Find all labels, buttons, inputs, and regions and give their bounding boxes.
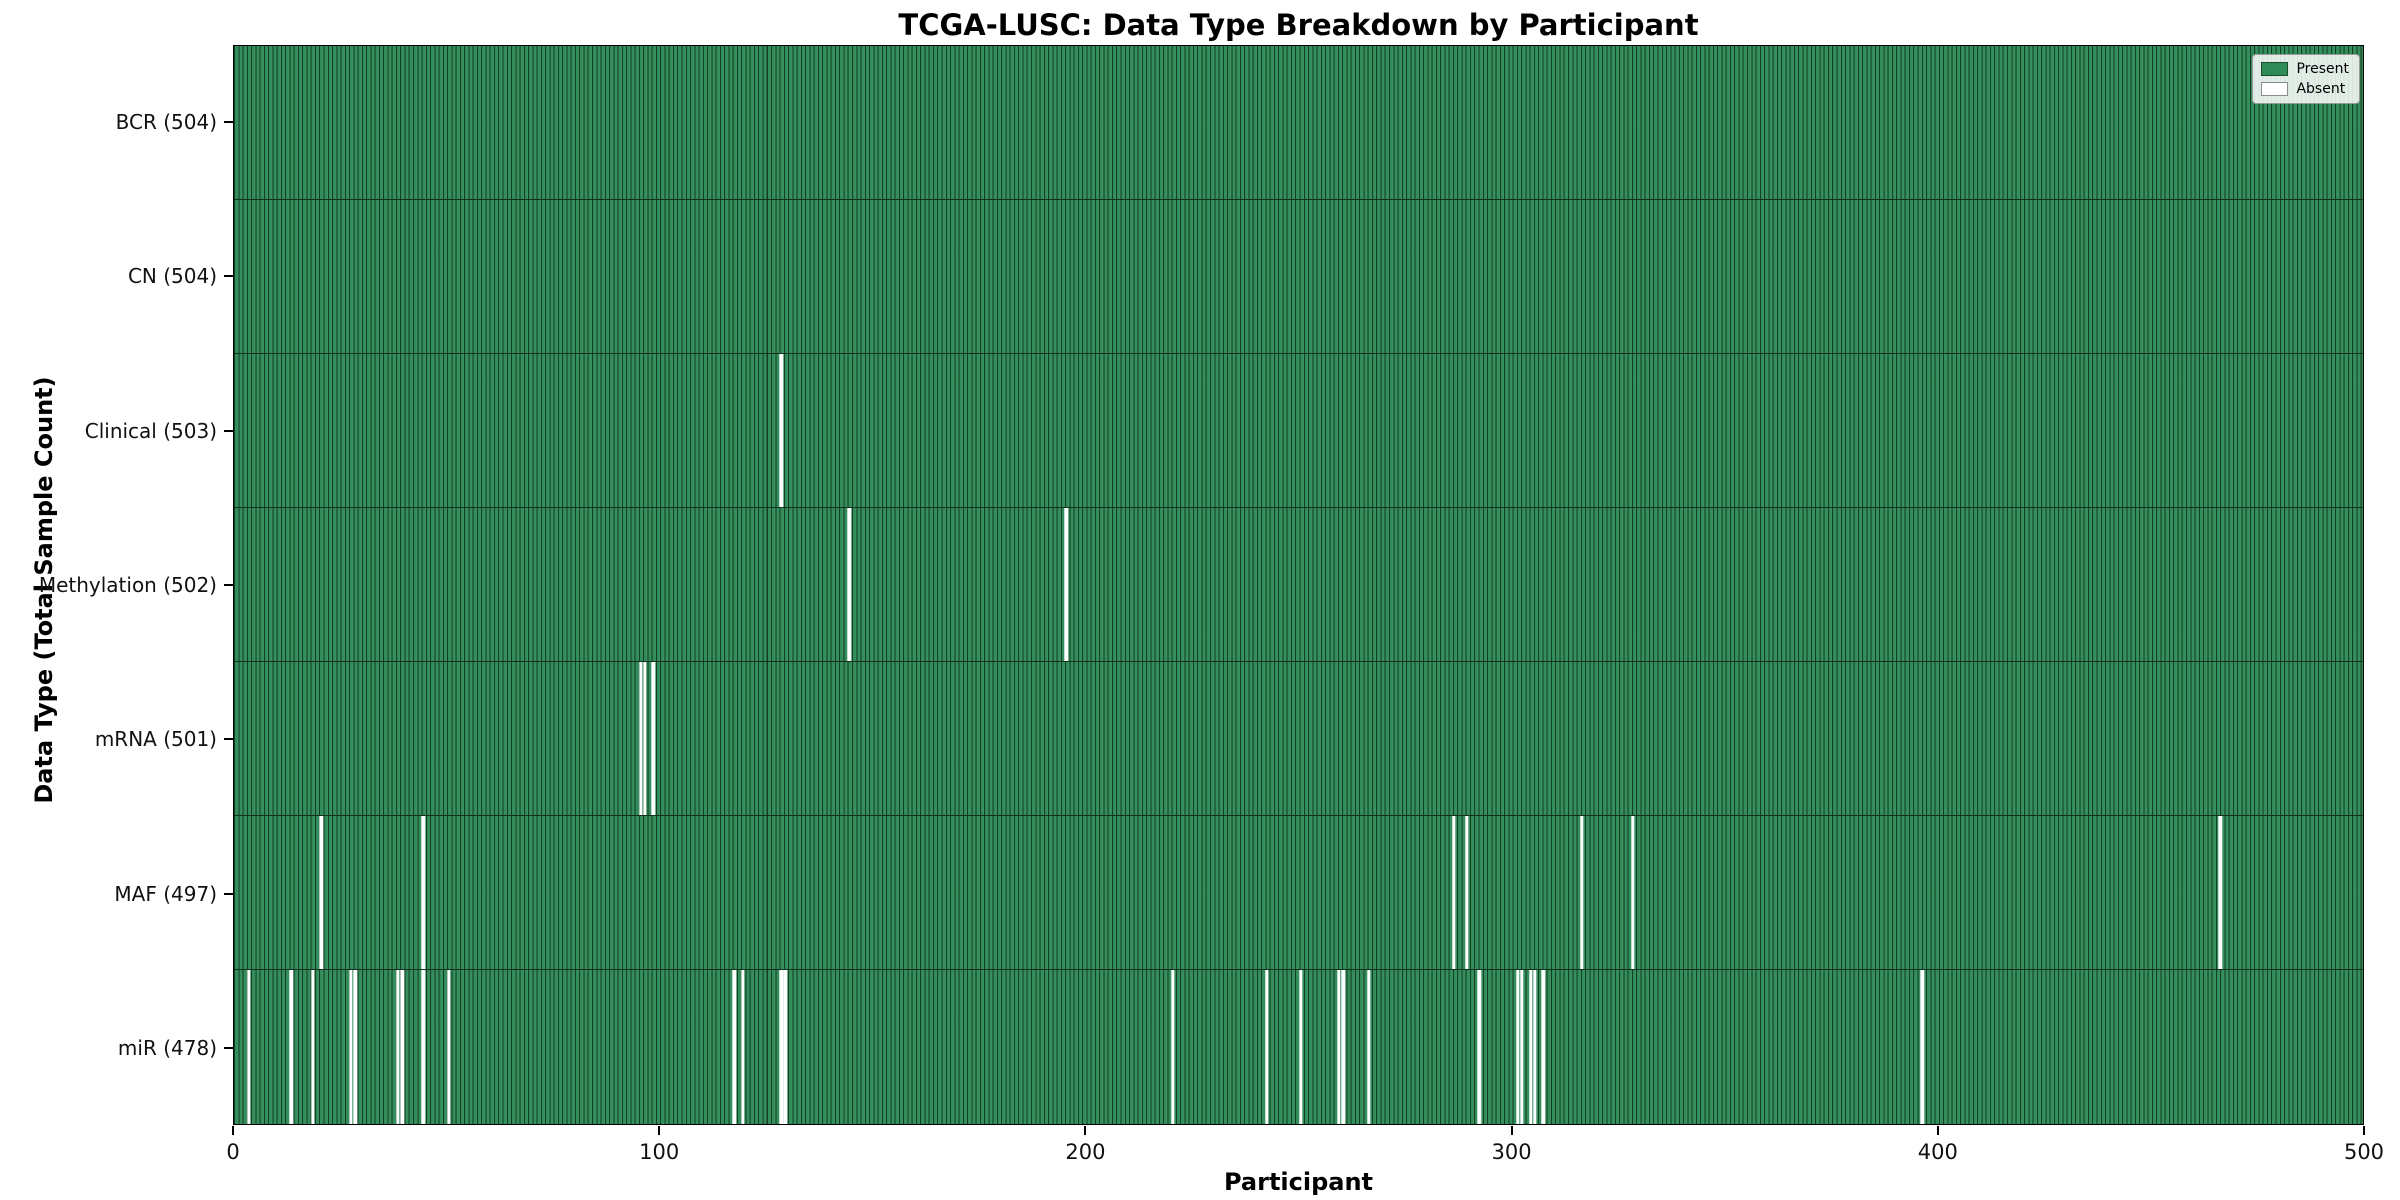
absent-swatch — [2261, 82, 2289, 96]
x-tick-mark — [658, 1126, 661, 1135]
absent-bar — [1367, 969, 1371, 1124]
absent-bar — [1528, 969, 1533, 1124]
absent-bar — [732, 969, 737, 1124]
absent-bar — [1264, 969, 1269, 1124]
absent-bar — [1631, 815, 1635, 969]
absent-bar — [1920, 969, 1924, 1124]
plot-area: Present Absent — [233, 45, 2364, 1125]
row-cn — [234, 199, 2363, 354]
absent-bar — [1516, 969, 1520, 1124]
x-tick-mark — [1510, 1126, 1513, 1135]
absent-bar — [421, 815, 426, 969]
absent-bar — [396, 969, 400, 1124]
absent-bar — [847, 507, 851, 661]
y-tick-label: CN (504) — [127, 264, 217, 289]
absent-bar — [2218, 815, 2223, 969]
y-tick-mark — [224, 892, 233, 895]
absent-bar — [783, 969, 788, 1124]
absent-bar — [643, 661, 647, 815]
x-tick-label: 200 — [1065, 1140, 1106, 1164]
absent-bar — [1064, 507, 1069, 661]
x-tick-label: 300 — [1491, 1140, 1532, 1164]
legend-item-absent: Absent — [2261, 82, 2349, 96]
absent-bar — [447, 969, 451, 1124]
row-mir — [234, 969, 2363, 1124]
present-swatch — [2261, 62, 2289, 76]
row-maf — [234, 815, 2363, 970]
x-tick-label: 400 — [1917, 1140, 1958, 1164]
absent-bar — [1298, 969, 1303, 1124]
absent-bar — [638, 661, 643, 815]
absent-bar — [353, 969, 358, 1124]
y-tick-label: BCR (504) — [115, 110, 217, 135]
row-methylation — [234, 507, 2363, 662]
legend-label-present: Present — [2296, 61, 2349, 77]
chart-title: TCGA-LUSC: Data Type Breakdown by Partic… — [898, 8, 1699, 42]
absent-bar — [1533, 969, 1537, 1124]
absent-bar — [289, 969, 294, 1124]
absent-bar — [779, 353, 783, 507]
absent-bar — [1464, 815, 1469, 969]
x-tick-mark — [1936, 1126, 1939, 1135]
absent-bar — [1171, 969, 1175, 1124]
legend-label-absent: Absent — [2296, 81, 2346, 97]
absent-bar — [247, 969, 251, 1124]
y-tick-mark — [224, 121, 233, 124]
x-tick-label: 500 — [2343, 1140, 2385, 1164]
absent-bar — [1541, 969, 1546, 1124]
y-tick-mark — [224, 584, 233, 586]
absent-bar — [1452, 815, 1456, 969]
absent-bar — [319, 815, 323, 969]
y-tick-mark — [224, 1046, 233, 1049]
row-mrna — [234, 661, 2363, 816]
y-tick-label: MAF (497) — [114, 881, 217, 906]
absent-bar — [400, 969, 404, 1124]
y-tick-label: Methylation (502) — [38, 573, 217, 597]
absent-bar — [1341, 969, 1345, 1124]
absent-bar — [1520, 969, 1524, 1124]
y-tick-mark — [224, 275, 233, 278]
row-clinical — [234, 353, 2363, 508]
x-axis-label: Participant — [1223, 1168, 1374, 1196]
y-tick-label: Clinical (503) — [84, 418, 217, 443]
absent-bar — [311, 969, 315, 1124]
absent-bar — [651, 661, 656, 815]
y-tick-mark — [224, 429, 233, 432]
y-tick-mark — [224, 738, 233, 741]
absent-bar — [779, 969, 783, 1124]
y-tick-label: miR (478) — [117, 1035, 217, 1060]
x-tick-label: 0 — [226, 1140, 240, 1164]
absent-bar — [1579, 815, 1584, 969]
x-tick-mark — [232, 1126, 234, 1135]
x-tick-mark — [2363, 1126, 2365, 1135]
row-bcr — [234, 46, 2363, 200]
legend: Present Absent — [2252, 54, 2360, 104]
absent-bar — [1477, 969, 1482, 1124]
x-tick-mark — [1084, 1126, 1087, 1135]
y-tick-label: mRNA (501) — [94, 727, 217, 752]
absent-bar — [421, 969, 426, 1124]
absent-bar — [1337, 969, 1341, 1124]
legend-item-present: Present — [2261, 62, 2349, 76]
absent-bar — [349, 969, 353, 1124]
x-tick-label: 100 — [639, 1140, 680, 1164]
absent-bar — [741, 969, 745, 1124]
